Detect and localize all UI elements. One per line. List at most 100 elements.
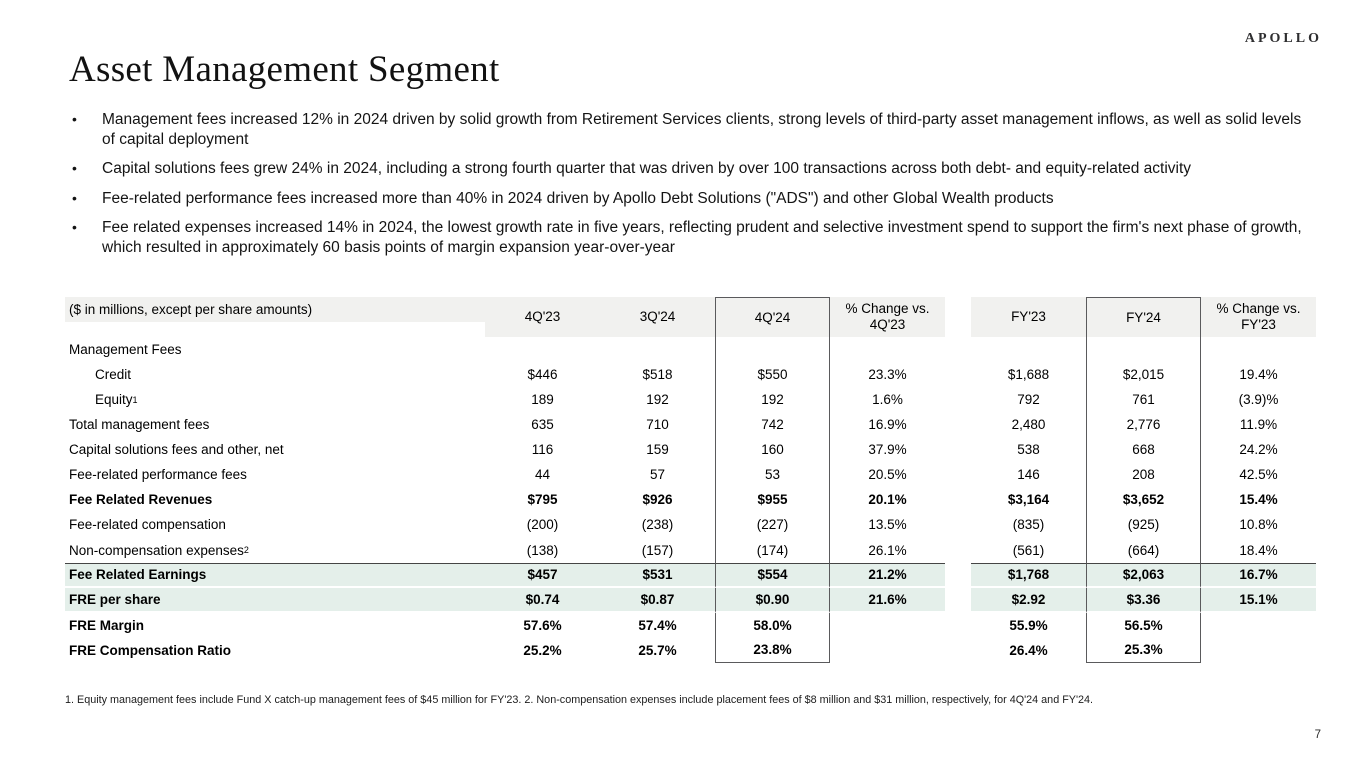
table-cell [830,613,945,638]
table-row: Fee Related Earnings $457 $531 $554 21.2% $1,… [65,562,1316,588]
column-gap [945,362,971,387]
table-cell: 710 [646,417,669,433]
table-cell: (174) [715,537,830,563]
bullet-text: Management fees increased 12% in 2024 dr… [102,111,1302,148]
table-row: FRE per share $0.74 $0.87 $0.90 21.6% $2.92 $3… [65,587,1316,614]
table-cell: $3.36 [1086,587,1201,614]
row-label-text: Fee-related performance fees [69,467,247,483]
table-cell: $955 [715,487,830,513]
table-cell: 53 [715,462,830,488]
table-cell: 160 [715,437,830,463]
row-label-text: Capital solutions fees and other, net [69,442,284,458]
column-header: FY'23 [971,297,1086,337]
row-label-text: Management Fees [69,341,182,357]
table-cell: 192 [715,387,830,413]
column-gap [945,462,971,487]
bullet-marker-icon [69,159,102,179]
table-cell: 13.5% [868,517,907,533]
table-cell: 56.5% [1086,613,1201,639]
table-cell: 2,776 [1086,412,1201,438]
table-row: Equity 1 189 192 192 1.6% 792 761 (3.9)% [65,387,1316,413]
table-cell: $457 [485,562,600,588]
column-header: ($ in millions, except per share amounts… [65,297,485,323]
column-header: FY'24 [1086,297,1201,337]
table-cell: (664) [1086,537,1201,563]
footnote: 1. Equity management fees include Fund X… [65,694,1094,706]
table-cell: 26.4% [1009,642,1048,658]
column-header: 4Q'24 [715,297,830,337]
table-cell: $0.87 [600,587,715,614]
page-number: 7 [1314,729,1321,741]
column-gap [945,538,971,563]
table-cell: 761 [1086,387,1201,413]
table-cell: 159 [646,442,669,458]
table-row: Fee Related Revenues $795 $926 $955 20.1% $3,… [65,487,1316,513]
column-gap [945,412,971,437]
table-cell: 58.0% [715,613,830,639]
row-label-text: Fee Related Earnings [69,567,207,583]
table-cell: 189 [531,391,554,407]
table-cell: $554 [715,562,830,588]
column-gap [945,437,971,462]
bullet-marker-icon [69,110,102,149]
table-cell: 192 [646,391,669,407]
column-gap [945,562,971,588]
bullet-marker-icon [69,218,102,257]
table-cell: 25.2% [523,642,562,658]
table-cell: $3,164 [1007,492,1050,508]
table-cell: (925) [1086,512,1201,538]
row-label: Non-compensation expenses 2 [69,542,249,558]
table-row: Capital solutions fees and other, net 116… [65,437,1316,463]
table-cell: (835) [1012,517,1045,533]
table-cell: 1.6% [872,391,903,407]
table-row: Credit $446 $518 $550 23.3% $1,688 $2,015 19.4% [65,362,1316,388]
column-gap [945,387,971,412]
table-cell: 42.5% [1239,467,1278,483]
row-label: FRE Margin [65,613,485,638]
table-cell: $795 [527,492,558,508]
column-gap [945,587,971,614]
table-cell: $2,015 [1086,362,1201,388]
table-cell: $0.90 [715,587,830,614]
table-cell: $2.92 [971,587,1086,614]
table-cell: (138) [526,542,559,558]
table-cell: (227) [715,512,830,538]
table-cell: 18.4% [1239,542,1278,558]
table-cell: 21.6% [830,587,945,614]
row-label-text: Fee-related compensation [69,517,226,533]
table-cell [1201,613,1316,638]
row-label: Management Fees [65,337,485,362]
table-cell: 19.4% [1239,366,1278,382]
bullet-item: Management fees increased 12% in 2024 dr… [69,110,1314,149]
bullet-item: Fee-related performance fees increased m… [69,189,1314,209]
table-cell: 23.3% [868,366,907,382]
row-label-text: Credit [95,366,132,382]
table-cell: 11.9% [1239,417,1278,433]
table-cell: 668 [1086,437,1201,463]
table-cell: $518 [642,366,673,382]
table-header-row: ($ in millions, except per share amounts… [65,297,1316,337]
bullet-item: Fee related expenses increased 14% in 20… [69,218,1314,257]
table-cell: $1,688 [1007,366,1050,382]
row-label-text: FRE per share [69,591,161,607]
table-cell [1201,638,1316,663]
table-cell: $2,063 [1086,562,1201,588]
table-cell [485,337,600,362]
table-cell: 37.9% [868,442,907,458]
table-cell: 208 [1086,462,1201,488]
bullet-text: Fee related expenses increased 14% in 20… [102,219,1302,256]
table-cell: $1,768 [971,562,1086,588]
row-label-text: Total management fees [69,417,210,433]
table-cell: 538 [1017,442,1040,458]
page-title: Asset Management Segment [69,49,500,90]
table-cell: 20.5% [868,467,907,483]
row-label: FRE per share [65,587,485,614]
table-cell: 57.4% [638,617,677,633]
row-label-text: Fee Related Revenues [69,492,213,508]
table-cell: $531 [600,562,715,588]
row-label: Equity 1 [95,391,138,407]
table-cell: 57.6% [523,617,562,633]
table-row: Fee-related compensation (200) (238) (227) 1… [65,512,1316,538]
bullet-text: Fee-related performance fees increased m… [102,189,1054,207]
table-cell: 21.2% [830,562,945,588]
